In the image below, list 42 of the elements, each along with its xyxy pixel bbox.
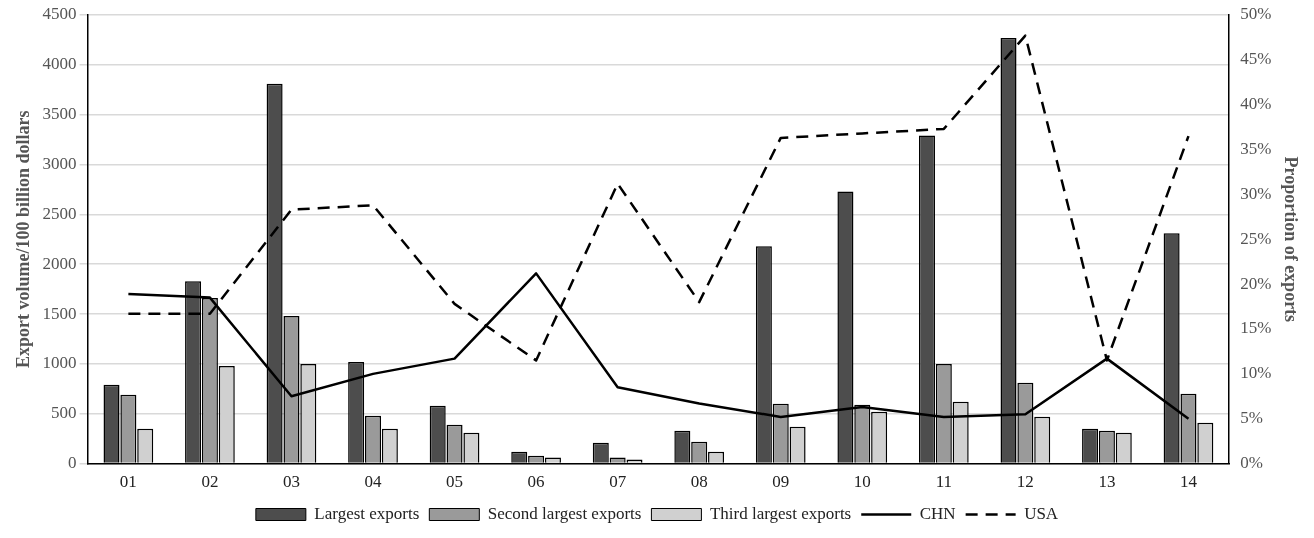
x-tick-label: 08 (690, 472, 708, 492)
x-tick-label: 14 (1179, 472, 1198, 492)
y-tick-label: 1000 (42, 353, 77, 373)
x-tick-label: 03 (282, 472, 300, 492)
y2-axis-title: Proportion of exports (1280, 156, 1301, 323)
y2-tick-label: 15% (1240, 318, 1272, 338)
y2-tick-label: 50% (1240, 4, 1272, 24)
x-tick-label: 13 (1098, 472, 1116, 492)
y2-tick-label: 0% (1240, 453, 1263, 473)
y-tick-label: 3000 (42, 154, 77, 173)
y-tick-label: 500 (51, 403, 77, 423)
legend-label: USA (1024, 503, 1059, 523)
x-tick-label: 12 (1016, 472, 1034, 492)
legend-label: Third largest exports (709, 503, 852, 523)
y-tick-label: 4500 (42, 4, 77, 24)
y2-tick-label: 10% (1240, 363, 1272, 383)
x-tick-label: 09 (772, 472, 790, 492)
y2-tick-label: 45% (1240, 49, 1272, 69)
x-tick-label: 07 (609, 472, 627, 492)
y2-tick-label: 25% (1240, 228, 1272, 248)
y2-tick-label: 20% (1240, 273, 1272, 293)
legend-label: CHN (919, 503, 956, 523)
legend-label: Largest exports (314, 503, 420, 523)
legend-label: Second largest exports (487, 503, 642, 523)
y-tick-label: 4000 (42, 54, 77, 74)
x-tick-label: 01 (119, 472, 137, 492)
x-tick-label: 04 (364, 472, 383, 492)
y-tick-label: 0 (68, 453, 77, 473)
y2-tick-label: 5% (1240, 408, 1263, 428)
y-tick-label: 3500 (42, 104, 77, 124)
x-tick-label: 02 (201, 472, 219, 492)
y-tick-label: 2500 (42, 203, 77, 223)
y-tick-label: 1500 (42, 303, 77, 323)
y2-tick-label: 40% (1240, 94, 1272, 114)
y2-tick-label: 35% (1240, 139, 1272, 159)
y-tick-label: 2000 (42, 253, 77, 273)
y-axis-title: Export volume/100 billion dollars (13, 110, 34, 369)
x-tick-label: 10 (853, 472, 871, 492)
y2-tick-label: 30% (1240, 183, 1272, 203)
x-tick-label: 06 (527, 472, 545, 492)
x-tick-label: 11 (935, 472, 953, 492)
x-tick-label: 05 (446, 472, 464, 492)
